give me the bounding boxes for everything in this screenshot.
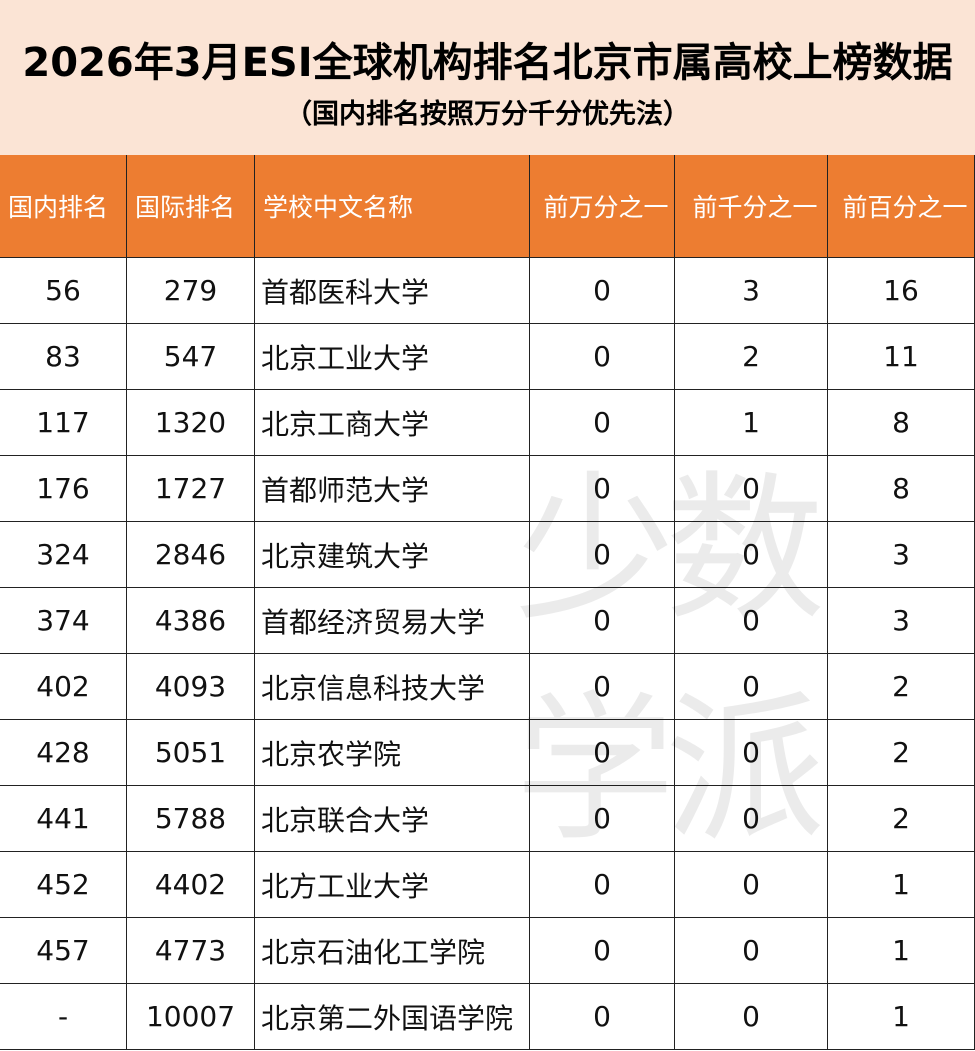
table-cell: 3 [675,258,828,324]
table-cell: 2 [828,654,975,720]
table-cell: 16 [828,258,975,324]
table-cell: 0 [530,654,675,720]
watermark: 学 [515,676,676,863]
table-cell: 56 [0,258,127,324]
table-cell: 0 [530,522,675,588]
watermark: 少 [515,456,676,643]
table-cell: 0 [530,984,675,1050]
table-cell: 4402 [127,852,255,918]
table-cell: 北京农学院 [255,720,530,786]
title: 2026年3月ESI全球机构排名北京市属高校上榜数据 [22,40,953,86]
watermark: 派 [665,676,826,863]
table-cell: 10007 [127,984,255,1050]
table-cell: 0 [530,456,675,522]
table-cell: 0 [530,588,675,654]
table-cell: 8 [828,456,975,522]
table-cell: 1 [675,390,828,456]
table-cell: 324 [0,522,127,588]
column-header: 前百分之一 [828,155,975,258]
table-cell: 5051 [127,720,255,786]
subtitle: （国内排名按照万分千分优先法） [285,99,690,130]
table-cell: 176 [0,456,127,522]
table-cell: 北京联合大学 [255,786,530,852]
table-cell: 3 [828,588,975,654]
table-cell: 4773 [127,918,255,984]
table-cell: 4093 [127,654,255,720]
table-cell: 北方工业大学 [255,852,530,918]
table-cell: 北京石油化工学院 [255,918,530,984]
table-cell: 5788 [127,786,255,852]
column-header: 国际排名 [127,155,255,258]
table-cell: 0 [675,456,828,522]
table-cell: 83 [0,324,127,390]
table-cell: 北京第二外国语学院 [255,984,530,1050]
table-cell: 0 [530,324,675,390]
table-cell: 北京建筑大学 [255,522,530,588]
table-cell: 0 [530,786,675,852]
table-cell: 首都医科大学 [255,258,530,324]
table-cell: 0 [675,786,828,852]
table-cell: 402 [0,654,127,720]
table-cell: 4386 [127,588,255,654]
table-cell: 北京信息科技大学 [255,654,530,720]
table-cell: 279 [127,258,255,324]
table-cell: 2 [828,786,975,852]
table-cell: 0 [675,522,828,588]
table-cell: 0 [530,720,675,786]
table-cell: 374 [0,588,127,654]
table-cell: 441 [0,786,127,852]
table-cell: 0 [675,654,828,720]
table-cell: 2 [828,720,975,786]
table-cell: 0 [530,918,675,984]
table-cell: 3 [828,522,975,588]
table-cell: 0 [675,720,828,786]
table-cell: 117 [0,390,127,456]
table-cell: 452 [0,852,127,918]
table-cell: 1 [828,984,975,1050]
table-cell: 0 [675,984,828,1050]
table-cell: 1 [828,852,975,918]
table-cell: 0 [675,918,828,984]
table-cell: 首都经济贸易大学 [255,588,530,654]
column-header: 学校中文名称 [255,155,530,258]
table-cell: 1320 [127,390,255,456]
table-cell: 首都师范大学 [255,456,530,522]
table-cell: 0 [675,852,828,918]
column-header: 前千分之一 [675,155,828,258]
table-cell: 北京工商大学 [255,390,530,456]
table-cell: 457 [0,918,127,984]
table-cell: 0 [675,588,828,654]
table-cell: 1 [828,918,975,984]
table-cell: 北京工业大学 [255,324,530,390]
column-header: 国内排名 [0,155,127,258]
table-cell: 2 [675,324,828,390]
watermark: 数 [665,456,826,643]
table-cell: 1727 [127,456,255,522]
table-cell: 2846 [127,522,255,588]
table-cell: 428 [0,720,127,786]
table-cell: - [0,984,127,1050]
table-cell: 8 [828,390,975,456]
column-header: 前万分之一 [530,155,675,258]
table-cell: 0 [530,852,675,918]
table-cell: 0 [530,258,675,324]
table-cell: 11 [828,324,975,390]
title-band: 2026年3月ESI全球机构排名北京市属高校上榜数据 （国内排名按照万分千分优先… [0,0,975,155]
table-cell: 547 [127,324,255,390]
table-cell: 0 [530,390,675,456]
